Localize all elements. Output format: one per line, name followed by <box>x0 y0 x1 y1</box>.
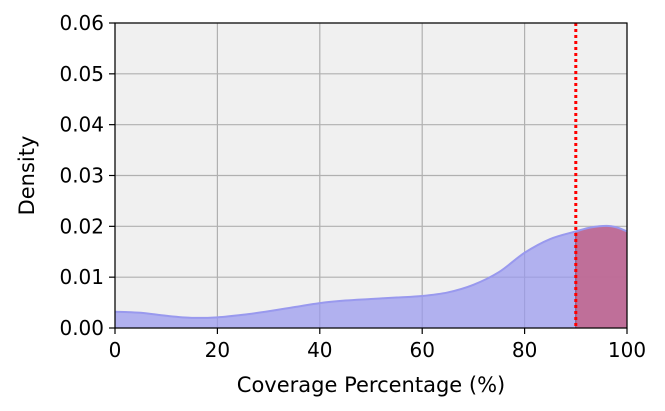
x-axis-ticks: 0 20 40 60 80 100 <box>109 328 646 362</box>
x-tick-label: 100 <box>608 338 646 362</box>
y-tick-label: 0.03 <box>59 164 104 188</box>
x-tick-label: 0 <box>109 338 122 362</box>
y-tick-label: 0.04 <box>59 113 104 137</box>
y-tick-label: 0.01 <box>59 265 104 289</box>
density-line <box>114 224 628 319</box>
y-tick-label: 0.00 <box>59 316 104 340</box>
y-tick-label: 0.06 <box>59 11 104 35</box>
x-tick-label: 60 <box>409 338 434 362</box>
y-tick-label: 0.05 <box>59 62 104 86</box>
highlight-region <box>575 225 628 329</box>
y-axis-label: Density <box>15 136 39 216</box>
x-axis-label: Coverage Percentage (%) <box>237 373 505 397</box>
y-axis-ticks: 0.00 0.01 0.02 0.03 0.04 0.05 0.06 <box>59 11 115 340</box>
x-tick-label: 40 <box>307 338 332 362</box>
density-area <box>115 225 627 328</box>
y-tick-label: 0.02 <box>59 214 104 238</box>
x-tick-label: 80 <box>512 338 537 362</box>
x-tick-label: 20 <box>205 338 230 362</box>
